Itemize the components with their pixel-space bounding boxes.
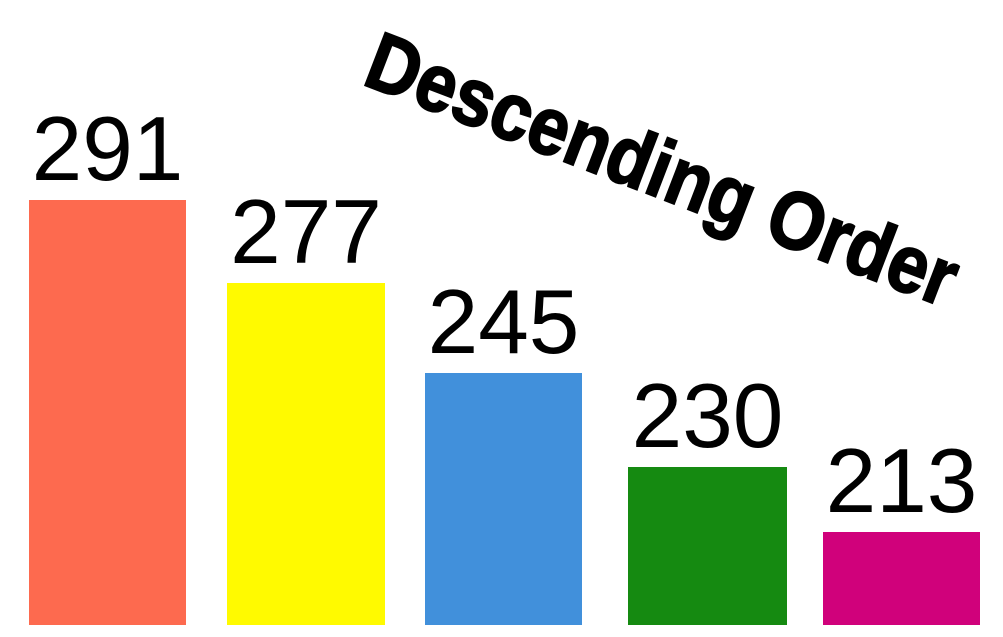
bar-rect bbox=[823, 532, 980, 625]
bar-value-label: 245 bbox=[427, 272, 580, 373]
bar-rect bbox=[227, 283, 385, 625]
bar-rect bbox=[425, 373, 582, 625]
bar-group: 230 bbox=[628, 371, 787, 625]
bar-value-label: 277 bbox=[230, 182, 382, 283]
bar-group: 213 bbox=[823, 436, 980, 625]
bar-group: 291 bbox=[29, 104, 186, 625]
bar-rect bbox=[29, 200, 186, 625]
bar-value-label: 230 bbox=[631, 366, 784, 467]
bar-value-label: 213 bbox=[825, 431, 978, 532]
bar-value-label: 291 bbox=[31, 99, 184, 200]
bar-group: 277 bbox=[227, 187, 385, 625]
bar-rect bbox=[628, 467, 787, 625]
bar-group: 245 bbox=[425, 277, 582, 625]
